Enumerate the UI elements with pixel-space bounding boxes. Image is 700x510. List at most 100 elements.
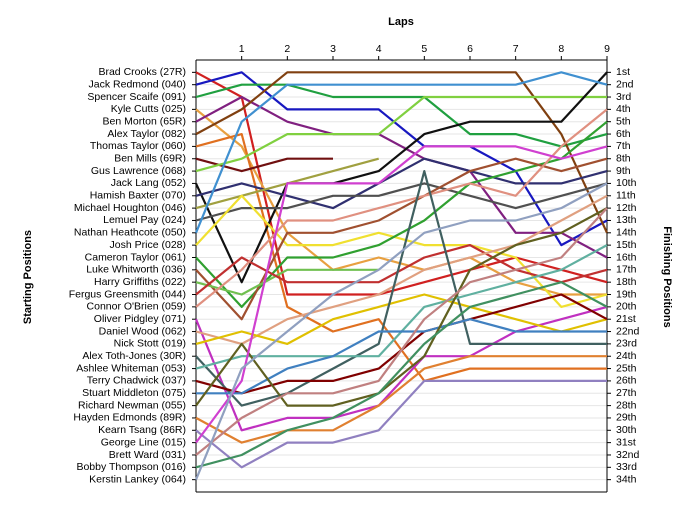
y2-tick-label: 3rd: [616, 91, 631, 103]
y-tick-label: Bobby Thompson (016): [76, 461, 186, 473]
y-tick-label: Gus Lawrence (068): [91, 165, 186, 177]
y-tick-label: Ashlee Whiteman (053): [76, 362, 186, 374]
y2-tick-label: 17th: [616, 264, 637, 276]
y2-tick-label: 8th: [616, 153, 631, 165]
y2-tick-label: 1st: [616, 66, 630, 78]
position-line: [195, 95, 607, 173]
y-tick-label: Richard Newman (055): [78, 399, 186, 411]
y2-tick-label: 4th: [616, 103, 631, 115]
y2-tick-label: 16th: [616, 251, 637, 263]
position-line: [195, 194, 608, 308]
x-tick-label: 4: [376, 43, 382, 55]
y-tick-label: Alex Toth-Jones (30R): [82, 350, 186, 362]
y-tick-label: Connor O'Brien (059): [87, 301, 186, 313]
y2-tick-label: 12th: [616, 202, 637, 214]
y2-tick-label: 24th: [616, 350, 637, 362]
position-line: [195, 170, 607, 407]
y2-tick-label: 9th: [616, 165, 631, 177]
y-tick-label: Jack Redmond (040): [89, 78, 186, 90]
y2-tick-label: 5th: [616, 115, 631, 127]
y2-tick-label: 15th: [616, 239, 637, 251]
position-line: [194, 71, 608, 234]
y2-tick-label: 22nd: [616, 325, 640, 337]
y2-tick-label: 32nd: [616, 449, 640, 461]
position-line: [195, 182, 608, 222]
x-tick-label: 1: [239, 43, 245, 55]
y2-tick-label: 27th: [616, 387, 637, 399]
y2-tick-label: 25th: [616, 362, 637, 374]
y-tick-label: Stuart Middleton (075): [82, 387, 186, 399]
y-tick-label: Hamish Baxter (070): [90, 190, 186, 202]
position-line: [195, 194, 608, 345]
y-tick-label: Josh Price (028): [110, 239, 186, 251]
position-line: [195, 108, 608, 308]
y-tick-label: Thomas Taylor (060): [90, 140, 186, 152]
position-line: [195, 145, 608, 444]
chart-title: Laps: [388, 16, 414, 28]
position-line: [195, 83, 608, 148]
y2-tick-label: 31st: [616, 436, 636, 448]
position-line: [195, 71, 608, 284]
y-tick-label: Harry Griffiths (022): [94, 276, 186, 288]
y-tick-label: Jack Lang (052): [111, 177, 186, 189]
y-tick-label: Oliver Pidgley (071): [94, 313, 186, 325]
y2-tick-label: 30th: [616, 424, 637, 436]
y2-tick-label: 7th: [616, 140, 631, 152]
y2-tick-label: 10th: [616, 177, 637, 189]
y-tick-label: Michael Houghton (046): [74, 202, 186, 214]
position-line: [195, 355, 607, 444]
y2-tick-label: 28th: [616, 399, 637, 411]
y2-tick-label: 18th: [616, 276, 637, 288]
x-tick-label: 6: [467, 43, 473, 55]
position-line: [196, 318, 607, 395]
position-line: [195, 281, 608, 469]
y-tick-label: Kerstin Lankey (064): [89, 473, 186, 485]
y-tick-label: Hayden Edmonds (89R): [73, 412, 186, 424]
position-line: [195, 71, 608, 234]
y-tick-label: Cameron Taylor (061): [85, 251, 186, 263]
y-tick-label: Ben Mills (69R): [114, 153, 186, 165]
x-tick-label: 3: [330, 43, 336, 55]
y-tick-label: Nick Stott (019): [114, 338, 186, 350]
position-line: [195, 268, 379, 296]
y2-tick-label: 23rd: [616, 338, 637, 350]
y-tick-label: Lemuel Pay (024): [103, 214, 186, 226]
x-tick-label: 2: [284, 43, 290, 55]
y2-tick-label: 6th: [616, 128, 631, 140]
y-tick-label: Ben Morton (65R): [103, 115, 186, 127]
y-tick-label: Brett Ward (031): [109, 449, 186, 461]
y-axis-label: Starting Positions: [22, 230, 34, 324]
x-tick-label: 5: [421, 43, 427, 55]
position-line: [195, 293, 608, 345]
x-tick-label: 7: [513, 43, 519, 55]
y-tick-label: Kyle Cutts (025): [111, 103, 186, 115]
y2-tick-label: 21st: [616, 313, 636, 325]
x-tick-label: 8: [558, 43, 564, 55]
position-line: [195, 379, 607, 469]
y-tick-label: Daniel Wood (062): [99, 325, 186, 337]
y2-tick-label: 19th: [616, 288, 637, 300]
y-tick-label: Fergus Greensmith (044): [69, 288, 186, 300]
y-tick-label: Luke Whitworth (036): [86, 264, 186, 276]
y2-tick-label: 13th: [616, 214, 637, 226]
y-tick-label: Terry Chadwick (037): [87, 375, 186, 387]
y-tick-label: Spencer Scaife (091): [87, 91, 186, 103]
y-tick-label: Alex Taylor (082): [107, 128, 186, 140]
y2-tick-label: 11th: [616, 190, 636, 202]
x-tick-label: 9: [604, 43, 610, 55]
y2-axis-label: Finishing Positions: [661, 226, 673, 327]
y2-tick-label: 33rd: [616, 461, 637, 473]
y2-tick-label: 26th: [616, 375, 637, 387]
y2-tick-label: 34th: [616, 473, 637, 485]
y-tick-label: Nathan Heathcote (050): [74, 227, 186, 239]
y-tick-label: George Line (015): [101, 436, 186, 448]
y2-tick-label: 20th: [616, 301, 637, 313]
y2-tick-label: 14th: [616, 227, 637, 239]
position-line: [194, 182, 608, 481]
position-line: [195, 207, 608, 407]
y2-tick-label: 29th: [616, 412, 637, 424]
y-tick-label: Brad Crooks (27R): [98, 66, 186, 78]
y2-tick-label: 2nd: [616, 78, 634, 90]
y-tick-label: Kearn Tsang (86R): [98, 424, 186, 436]
